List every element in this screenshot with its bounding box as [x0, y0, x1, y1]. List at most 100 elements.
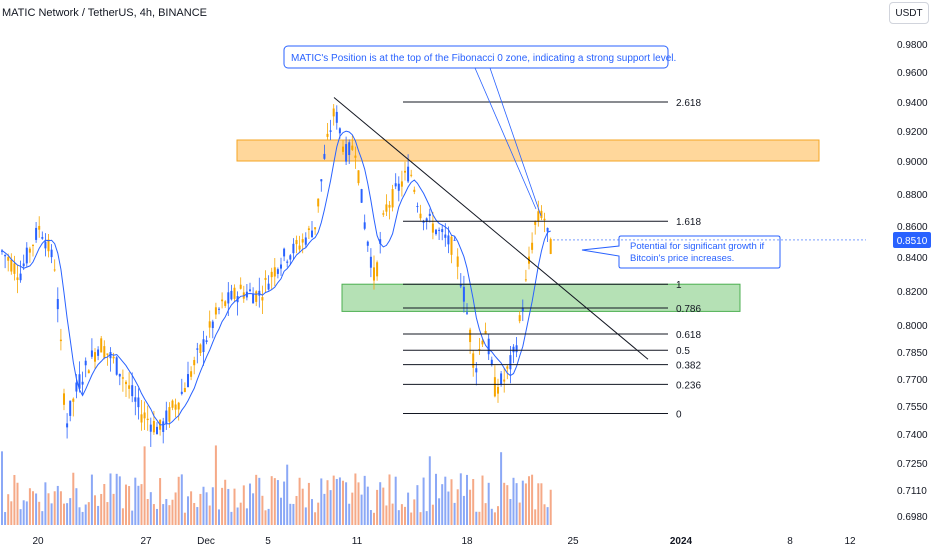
candle-up: [441, 229, 444, 233]
annotation-pointer: [489, 67, 542, 217]
fib-level-label: 0.382: [676, 361, 701, 372]
volume-bar: [292, 503, 295, 525]
candle-down: [87, 370, 90, 374]
candle-down: [171, 400, 174, 408]
candle-down: [221, 299, 224, 302]
volume-bar: [345, 482, 348, 525]
candle-up: [447, 235, 450, 245]
candle-up: [50, 249, 53, 258]
volume-bar: [459, 473, 462, 525]
candle-down: [497, 387, 499, 394]
volume-bar: [134, 477, 137, 525]
candle-down: [524, 279, 527, 281]
candle-down: [382, 213, 385, 215]
candle-up: [180, 391, 183, 394]
candle-down: [72, 398, 75, 402]
volume-bar: [233, 488, 236, 525]
moving-average-line: [1, 130, 551, 426]
candle-down: [100, 338, 103, 353]
candle-up: [428, 213, 431, 217]
candle-up: [345, 144, 348, 162]
volume-bar: [180, 474, 183, 525]
volume-bar: [273, 478, 276, 525]
candle-up: [22, 263, 25, 267]
volume-bar: [413, 499, 416, 525]
volume-bar: [236, 507, 239, 525]
candle-up: [276, 269, 279, 274]
candle-down: [503, 379, 506, 382]
candle-up: [475, 368, 478, 373]
candle-up: [490, 359, 493, 365]
candle-up: [35, 227, 38, 240]
volume-bar: [109, 473, 112, 525]
volume-bar: [431, 504, 434, 525]
volume-bar: [208, 505, 211, 525]
candle-down: [484, 330, 487, 334]
candle-up: [348, 142, 351, 156]
trendline: [333, 97, 649, 360]
volume-bar: [131, 510, 134, 525]
y-tick-label: 0.9000: [897, 157, 928, 168]
candle-up: [487, 338, 490, 355]
volume-bar: [466, 474, 468, 525]
y-tick-label: 0.9800: [897, 40, 928, 51]
candle-up: [66, 423, 69, 428]
x-tick-label: 20: [32, 536, 44, 547]
candle-down: [53, 269, 56, 271]
volume-bar: [87, 502, 90, 525]
candle-down: [419, 213, 422, 219]
volume-bar: [146, 499, 149, 525]
candle-down: [94, 352, 96, 362]
candle-up: [459, 283, 462, 287]
volume-bar: [515, 483, 518, 525]
volume-bar: [78, 507, 81, 525]
volume-bar: [410, 512, 413, 525]
candle-down: [385, 204, 388, 212]
candle-down: [146, 418, 149, 421]
volume-bar: [227, 488, 230, 525]
candle-down: [214, 307, 217, 315]
candle-up: [462, 286, 465, 302]
currency-button[interactable]: USDT: [889, 2, 929, 24]
volume-bar: [416, 485, 419, 525]
candle-down: [376, 262, 379, 277]
volume-bar: [221, 487, 224, 525]
volume-bar: [149, 492, 152, 525]
candle-up: [416, 205, 419, 207]
volume-bar: [307, 482, 310, 525]
y-tick-label: 0.7110: [897, 486, 927, 497]
candle-down: [264, 277, 267, 280]
candle-up: [329, 130, 332, 132]
volume-bar: [357, 482, 360, 525]
volume-bar: [41, 511, 44, 525]
annotation-box: [283, 45, 669, 69]
volume-bar: [156, 508, 158, 525]
candle-down: [549, 239, 552, 254]
volume-bar: [106, 502, 109, 525]
annotation-support-note: MATIC's Position is at the top of the Fi…: [283, 45, 676, 217]
candle-down: [295, 240, 298, 245]
candle-down: [391, 189, 394, 208]
volume-bar: [475, 511, 478, 525]
candle-down: [143, 412, 146, 419]
candle-down: [298, 245, 301, 250]
volume-bar: [218, 509, 220, 525]
y-tick-label: 0.8600: [897, 222, 928, 233]
candle-down: [193, 360, 196, 366]
volume-bar: [540, 483, 543, 525]
volume-bar: [379, 482, 382, 525]
volume-bar: [354, 473, 357, 525]
candle-down: [121, 377, 124, 379]
volume-bar: [444, 476, 447, 525]
y-tick-label: 0.7550: [897, 402, 928, 413]
volume-bar: [549, 489, 552, 525]
volume-bar: [264, 510, 267, 525]
volume-bar: [38, 501, 41, 525]
volume-bar: [332, 475, 335, 525]
candle-up: [338, 128, 341, 134]
volume-bar: [202, 486, 205, 525]
candle-up: [84, 360, 87, 366]
volume-bar: [462, 495, 465, 525]
